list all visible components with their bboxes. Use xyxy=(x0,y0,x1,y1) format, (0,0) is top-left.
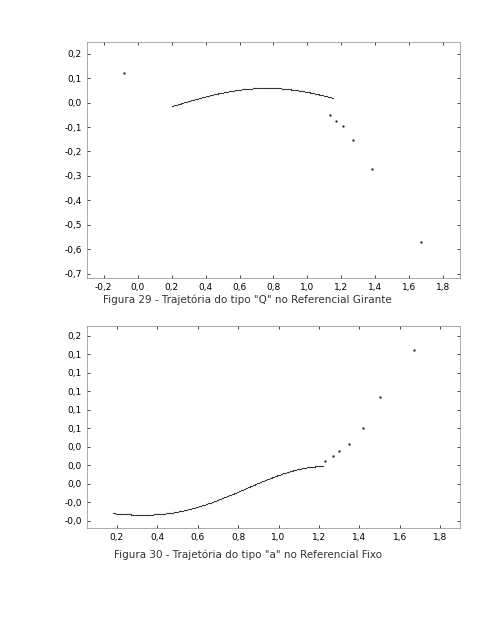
Text: Figura 29 - Trajetória do tipo "Q" no Referencial Girante: Figura 29 - Trajetória do tipo "Q" no Re… xyxy=(103,294,392,305)
Text: Figura 30 - Trajetória do tipo "a" no Referencial Fixo: Figura 30 - Trajetória do tipo "a" no Re… xyxy=(113,550,382,560)
